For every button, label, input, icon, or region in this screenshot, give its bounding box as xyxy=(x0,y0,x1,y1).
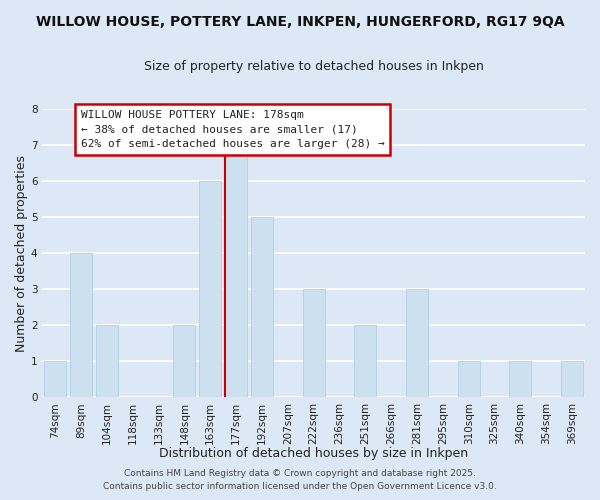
Y-axis label: Number of detached properties: Number of detached properties xyxy=(15,154,28,352)
Text: WILLOW HOUSE, POTTERY LANE, INKPEN, HUNGERFORD, RG17 9QA: WILLOW HOUSE, POTTERY LANE, INKPEN, HUNG… xyxy=(35,15,565,29)
Bar xyxy=(173,325,196,397)
Bar xyxy=(225,145,247,397)
Bar xyxy=(406,289,428,397)
Bar xyxy=(70,253,92,397)
Bar xyxy=(199,181,221,397)
Bar xyxy=(251,217,273,397)
Text: WILLOW HOUSE POTTERY LANE: 178sqm
← 38% of detached houses are smaller (17)
62% : WILLOW HOUSE POTTERY LANE: 178sqm ← 38% … xyxy=(81,110,385,149)
Title: Size of property relative to detached houses in Inkpen: Size of property relative to detached ho… xyxy=(143,60,484,73)
X-axis label: Distribution of detached houses by size in Inkpen: Distribution of detached houses by size … xyxy=(159,447,468,460)
Bar xyxy=(509,361,532,397)
Text: Contains HM Land Registry data © Crown copyright and database right 2025.
Contai: Contains HM Land Registry data © Crown c… xyxy=(103,470,497,491)
Bar xyxy=(355,325,376,397)
Bar xyxy=(561,361,583,397)
Bar xyxy=(96,325,118,397)
Bar xyxy=(44,361,66,397)
Bar xyxy=(302,289,325,397)
Bar xyxy=(458,361,479,397)
